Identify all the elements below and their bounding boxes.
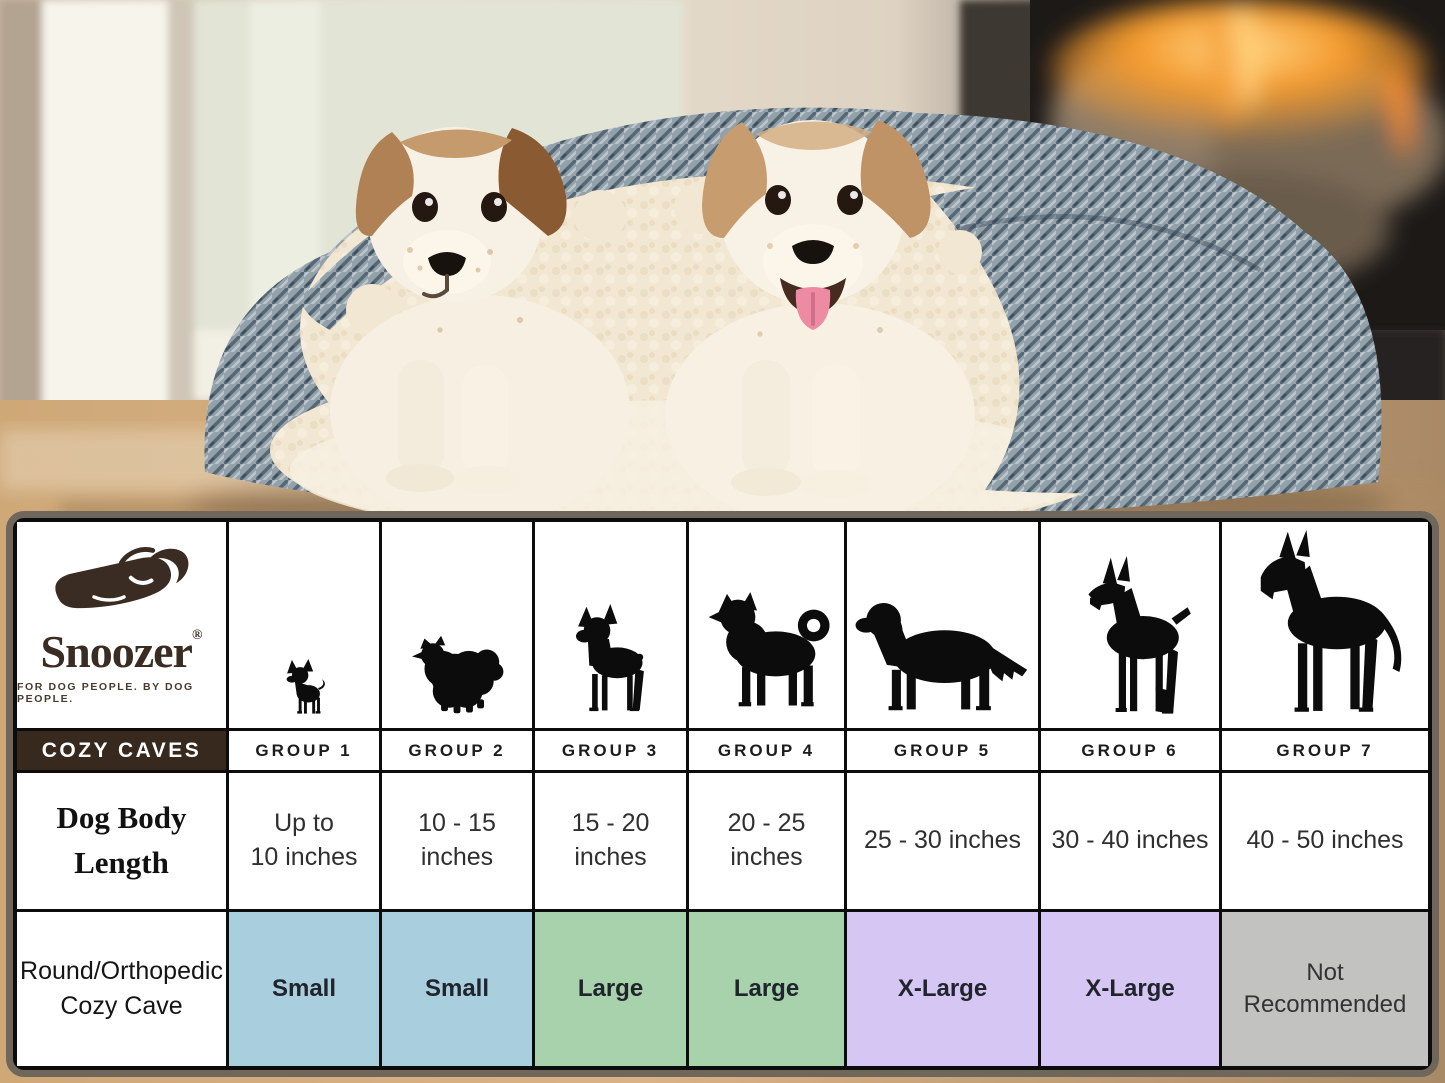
group-5-dog-cell [847, 522, 1038, 728]
group-2-dog-cell [382, 522, 532, 728]
brand-tagline: FOR DOG PEOPLE. BY DOG PEOPLE. [17, 681, 194, 705]
size-group-7: Not Recommended [1222, 912, 1428, 1066]
size-group-2: Small [382, 912, 532, 1066]
section-label: COZY CAVES [41, 738, 202, 762]
size-group-3: Large [535, 912, 686, 1066]
group-6-dog-cell [1041, 522, 1219, 728]
product-row-label: Round/Orthopedic Cozy Cave [17, 912, 226, 1066]
group-1-dog-cell [229, 522, 379, 728]
body-length-group-3: 15 - 20 inches [535, 773, 686, 909]
pomeranian-silhouette-icon [412, 635, 504, 714]
size-chart-table: Snoozer® FOR DOG PEOPLE. BY DOG PEOPLE. [17, 522, 1428, 1066]
snoozer-dog-logo-icon [54, 547, 188, 609]
size-chart-frame: Snoozer® FOR DOG PEOPLE. BY DOG PEOPLE. [6, 511, 1439, 1077]
chihuahua-silhouette-icon [286, 658, 325, 714]
body-length-group-5: 25 - 30 inches [847, 773, 1038, 909]
terrier-dog-right [665, 120, 975, 527]
doberman-silhouette-icon [1088, 556, 1191, 714]
size-group-4: Large [689, 912, 844, 1066]
section-label-cell: COZY CAVES [17, 731, 226, 770]
body-length-group-4: 20 - 25 inches [689, 773, 844, 909]
body-length-group-6: 30 - 40 inches [1041, 773, 1219, 909]
group-4-header: GROUP 4 [689, 731, 844, 770]
body-length-group-1: Up to 10 inches [229, 773, 379, 909]
size-group-5: X-Large [847, 912, 1038, 1066]
boston-terrier-silhouette-icon [575, 604, 644, 712]
shiba-inu-silhouette-icon [708, 592, 830, 707]
group-4-dog-cell [689, 522, 844, 728]
group-3-dog-cell [535, 522, 686, 728]
registered-mark: ® [191, 628, 203, 643]
great-dane-silhouette-icon [1260, 530, 1402, 712]
size-group-1: Small [229, 912, 379, 1066]
size-group-6: X-Large [1041, 912, 1219, 1066]
golden-retriever-silhouette-icon [855, 602, 1027, 711]
body-length-group-2: 10 - 15 inches [382, 773, 532, 909]
brand-logo-cell: Snoozer® FOR DOG PEOPLE. BY DOG PEOPLE. [17, 522, 226, 728]
group-6-header: GROUP 6 [1041, 731, 1219, 770]
body-length-group-7: 40 - 50 inches [1222, 773, 1428, 909]
brand-wordmark: Snoozer® [40, 626, 203, 677]
group-2-header: GROUP 2 [382, 731, 532, 770]
group-5-header: GROUP 5 [847, 731, 1038, 770]
group-3-header: GROUP 3 [535, 731, 686, 770]
group-1-header: GROUP 1 [229, 731, 379, 770]
group-7-header: GROUP 7 [1222, 731, 1428, 770]
group-7-dog-cell [1222, 522, 1428, 728]
body-length-row-label: Dog Body Length [17, 773, 226, 909]
terrier-dog-left [330, 127, 630, 525]
